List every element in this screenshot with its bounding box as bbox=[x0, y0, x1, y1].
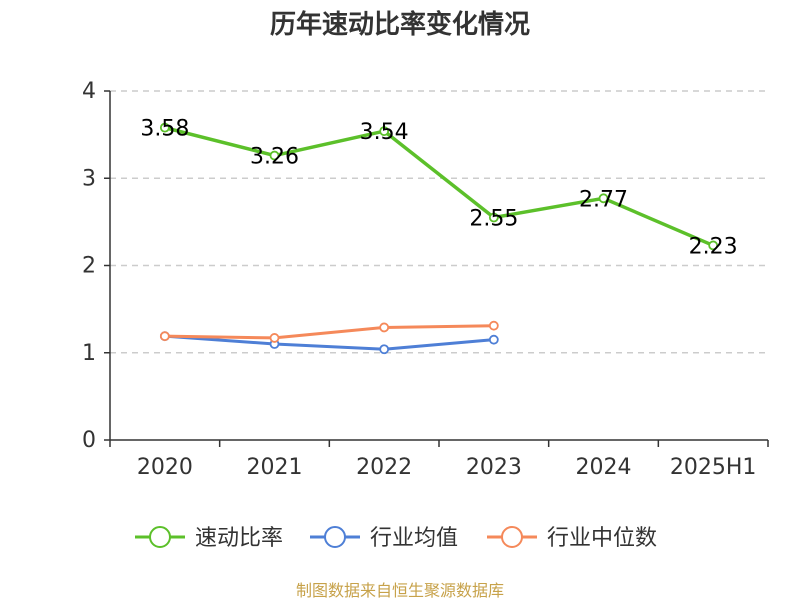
legend-label: 速动比率 bbox=[195, 526, 283, 551]
legend-label: 行业中位数 bbox=[547, 526, 657, 551]
data-label: 2.55 bbox=[469, 207, 518, 232]
data-labels: 3.58 3.26 3.54 2.55 2.77 2.23 bbox=[140, 117, 737, 260]
x-tick-label: 2022 bbox=[356, 455, 412, 480]
series-line-1 bbox=[164, 334, 494, 351]
data-label: 2.77 bbox=[579, 187, 628, 212]
data-point bbox=[488, 334, 499, 345]
source-note: 制图数据来自恒生聚源数据库 bbox=[296, 581, 504, 600]
x-tick-label: 2024 bbox=[576, 455, 632, 480]
legend-label: 行业均值 bbox=[370, 526, 458, 551]
data-label: 2.23 bbox=[689, 234, 738, 259]
legend-item[interactable]: 行业中位数 bbox=[487, 526, 657, 551]
x-tick-label: 2020 bbox=[137, 455, 193, 480]
data-point bbox=[488, 212, 499, 223]
series-line-0 bbox=[164, 125, 714, 248]
y-tick-label: 2 bbox=[82, 254, 96, 279]
data-point bbox=[379, 322, 390, 333]
legend-marker bbox=[501, 526, 523, 548]
y-tick-label: 0 bbox=[82, 428, 96, 453]
legend[interactable]: 速动比率 行业均值 行业中位数 bbox=[135, 526, 657, 551]
chart-title: 历年速动比率变化情况 bbox=[270, 9, 530, 40]
data-label: 3.58 bbox=[140, 117, 189, 142]
series-line-2 bbox=[164, 324, 494, 340]
data-point bbox=[379, 126, 390, 137]
y-tick-label: 3 bbox=[82, 166, 96, 191]
data-point bbox=[598, 193, 609, 204]
data-point bbox=[379, 344, 390, 355]
legend-item[interactable]: 速动比率 bbox=[135, 526, 283, 551]
x-tick-label: 2023 bbox=[466, 455, 522, 480]
data-point bbox=[269, 333, 280, 343]
data-point bbox=[708, 240, 719, 251]
data-label: 3.26 bbox=[250, 145, 299, 170]
legend-item[interactable]: 行业均值 bbox=[310, 526, 458, 551]
y-tick-label: 1 bbox=[82, 341, 96, 366]
data-point bbox=[488, 320, 499, 331]
data-point bbox=[159, 122, 170, 133]
data-label: 3.54 bbox=[360, 120, 409, 145]
grid bbox=[110, 90, 768, 354]
legend-marker bbox=[324, 526, 346, 548]
y-tick-label: 4 bbox=[82, 79, 96, 104]
series-layer bbox=[159, 122, 719, 355]
data-point bbox=[269, 150, 280, 161]
data-point bbox=[159, 331, 170, 342]
axes: 0 1 2 3 4 2020 2021 2022 2023 2024 2025H1 bbox=[82, 79, 769, 480]
x-tick-label: 2025H1 bbox=[670, 455, 757, 480]
x-tick-label: 2021 bbox=[247, 455, 303, 480]
legend-marker bbox=[149, 526, 171, 548]
